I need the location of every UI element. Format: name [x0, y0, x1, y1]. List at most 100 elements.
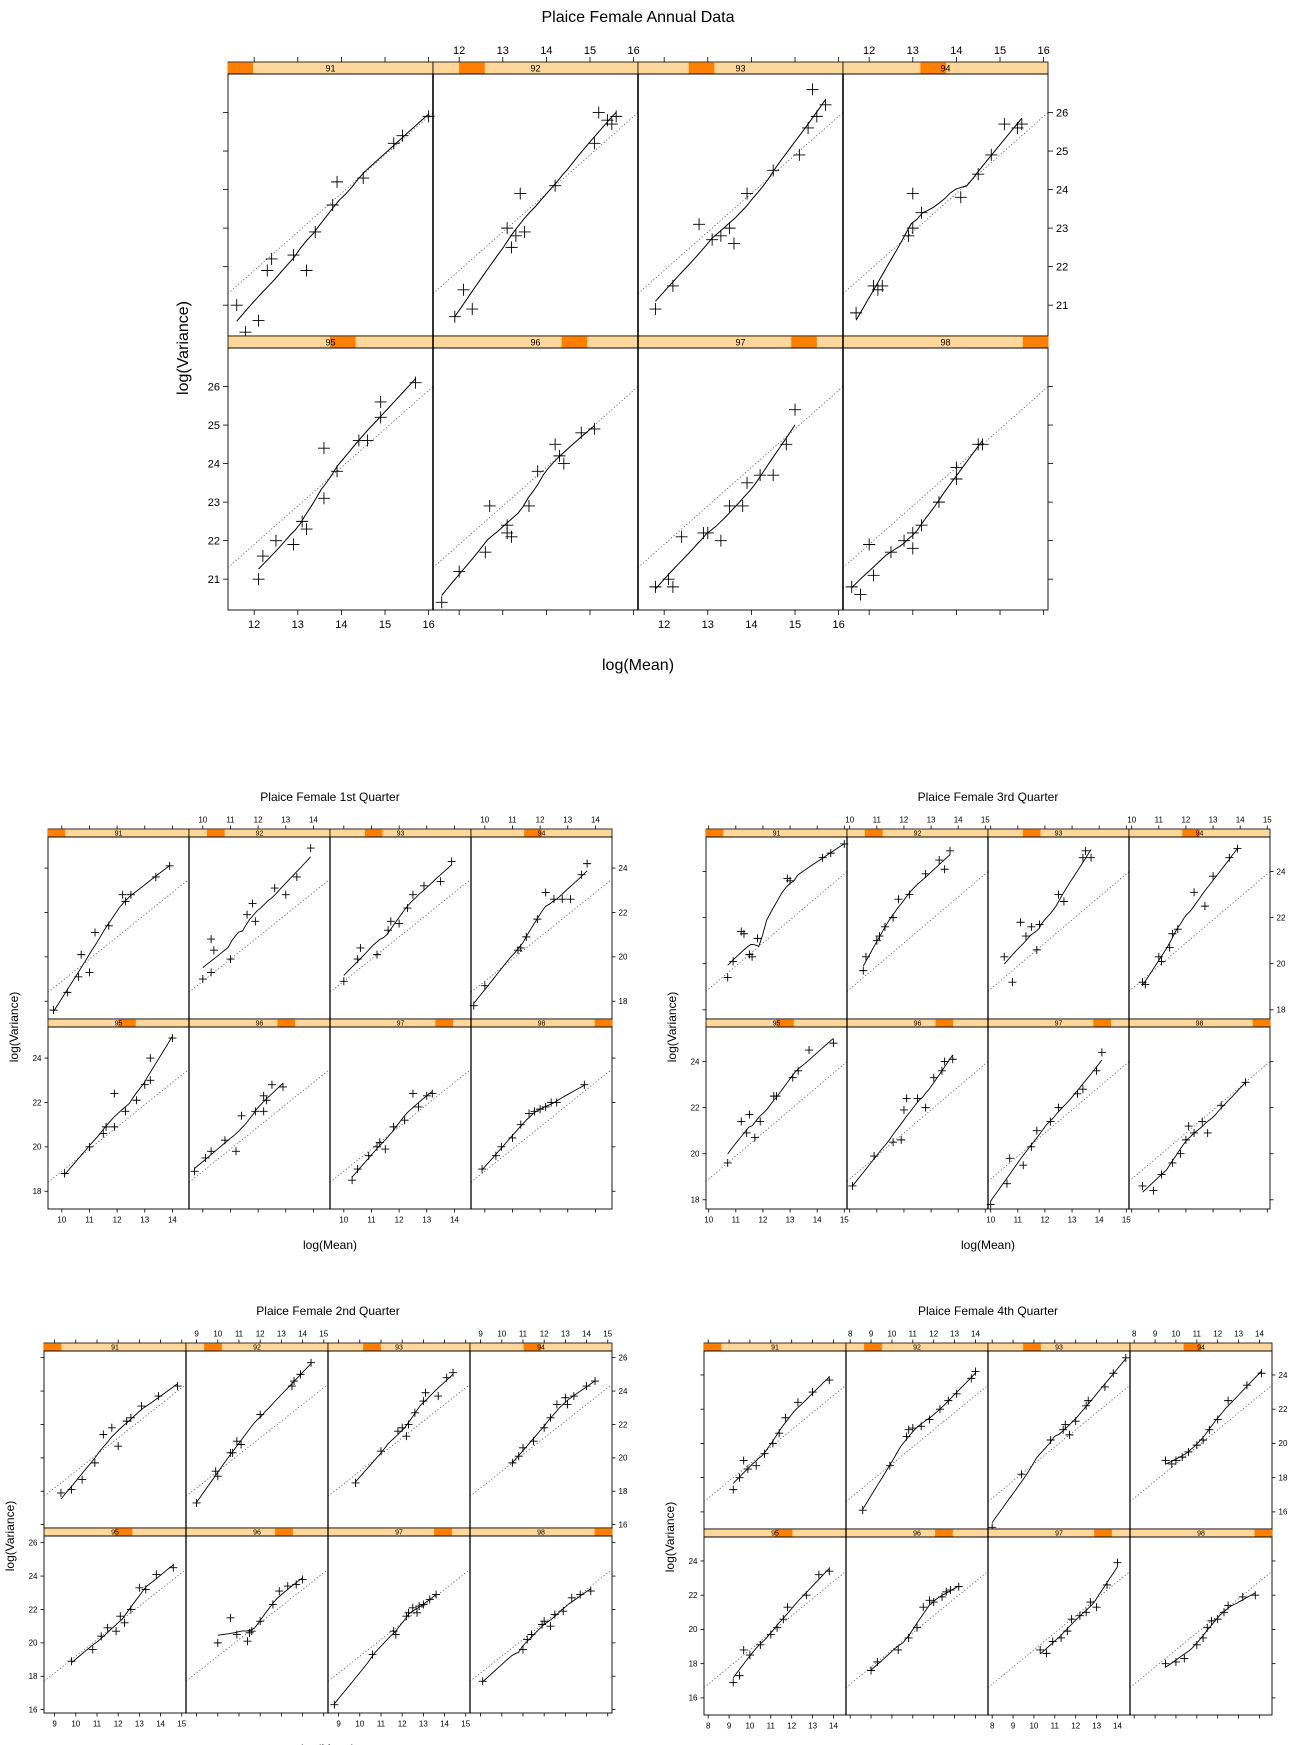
data-point	[1078, 1085, 1087, 1094]
strip-marker	[688, 62, 715, 74]
data-point	[296, 1370, 305, 1379]
x-tick-label: 14	[335, 619, 347, 631]
data-point	[723, 499, 736, 512]
data-point	[950, 461, 963, 474]
data-point	[270, 884, 279, 893]
data-point	[376, 1447, 385, 1456]
panel-97: 97 9 10 11 12 13 14 15	[327, 1527, 471, 1729]
x-tick-label: 11	[367, 1216, 376, 1225]
data-point	[67, 1485, 76, 1494]
data-point	[1219, 1608, 1228, 1617]
x-tick-label: 14	[745, 619, 757, 631]
data-point	[567, 1593, 576, 1602]
data-point	[867, 569, 880, 582]
data-point	[925, 1415, 934, 1424]
x-tick-label: 13	[277, 1330, 286, 1339]
x-tick-label: 14	[450, 1216, 459, 1225]
data-point	[870, 1152, 879, 1161]
data-point	[529, 1437, 538, 1446]
strip-marker	[1183, 1343, 1202, 1351]
panel-frame	[705, 1026, 848, 1210]
strip-marker	[523, 1343, 542, 1351]
data-point	[806, 83, 819, 96]
data-point	[1073, 1089, 1082, 1098]
x-tick-label: 10	[198, 816, 207, 825]
data-point	[309, 225, 322, 238]
data-point	[281, 890, 290, 899]
data-point	[540, 1423, 549, 1432]
panel-frame	[470, 1026, 613, 1210]
data-point	[165, 861, 174, 870]
data-point	[403, 904, 412, 913]
data-point	[819, 98, 832, 111]
x-tick-label: 14	[813, 1216, 822, 1225]
data-point	[410, 1408, 419, 1417]
data-point	[1032, 945, 1041, 954]
data-point	[395, 919, 404, 928]
data-point	[929, 1598, 938, 1607]
reference-line	[847, 1061, 988, 1182]
data-point	[802, 121, 815, 134]
data-point	[85, 1142, 94, 1151]
data-point	[714, 534, 727, 547]
data-point	[741, 187, 754, 200]
data-point	[954, 1582, 963, 1591]
data-point	[306, 844, 315, 853]
panel-92: 92 9 10 11 12 13 14 15	[185, 1330, 329, 1529]
strip-label: 92	[530, 64, 540, 74]
x-tick-label: 9	[336, 1720, 341, 1729]
data-point	[906, 526, 919, 539]
smooth-line	[732, 1568, 830, 1679]
panel-95: 95 8 9 10 11 12 13 14 16 18 20 22 24	[689, 1528, 847, 1731]
strip-label: 98	[940, 338, 950, 348]
x-tick-label: 10	[339, 1216, 348, 1225]
panel-97: 97 10 11 12 13 14	[329, 1018, 472, 1225]
data-point	[825, 1376, 834, 1385]
data-point	[483, 499, 496, 512]
data-point	[389, 1627, 398, 1636]
smooth-line	[473, 870, 588, 1004]
strip-label: 95	[773, 1021, 781, 1028]
data-point	[723, 973, 732, 982]
data-point	[588, 422, 601, 435]
strip-label: 91	[773, 831, 781, 838]
data-point	[120, 1618, 129, 1627]
smooth-line	[454, 111, 617, 317]
data-point	[1027, 1142, 1036, 1151]
data-point	[1082, 1608, 1091, 1617]
y-tick-label: 24	[691, 1057, 700, 1066]
data-point	[948, 1055, 957, 1064]
data-point	[919, 1603, 928, 1612]
strip-label: 93	[1055, 831, 1063, 838]
data-point	[729, 1485, 738, 1494]
panel-94: 94 12 13 14 15 16 21 22 23 24 25 26	[842, 45, 1068, 337]
data-point	[146, 1076, 155, 1085]
smooth-line	[727, 1038, 834, 1155]
data-point	[436, 877, 445, 886]
strip-marker	[864, 829, 883, 837]
data-point	[269, 534, 282, 547]
y-tick-label: 20	[619, 1454, 628, 1463]
data-point	[290, 1377, 299, 1386]
y-tick-label: 25	[1056, 146, 1068, 158]
data-point	[937, 1066, 946, 1075]
data-point	[772, 1092, 781, 1101]
data-point	[925, 1596, 934, 1605]
strip-marker	[435, 1019, 454, 1027]
x-tick-label: 10	[213, 1330, 222, 1339]
data-point	[88, 1645, 97, 1654]
data-point	[523, 1635, 532, 1644]
data-point	[408, 1089, 417, 1098]
chart-title: Plaice Female 2nd Quarter	[256, 1304, 399, 1318]
data-point	[873, 1657, 882, 1666]
data-point	[552, 1098, 561, 1107]
data-point	[408, 1603, 417, 1612]
data-point	[788, 1073, 797, 1082]
data-point	[693, 218, 706, 231]
reference-line	[470, 1384, 612, 1497]
x-tick-label: 12	[540, 1330, 549, 1339]
x-tick-label: 12	[787, 1722, 796, 1731]
data-point	[794, 1066, 803, 1075]
smooth-line	[855, 117, 1023, 321]
data-point	[169, 1563, 178, 1572]
